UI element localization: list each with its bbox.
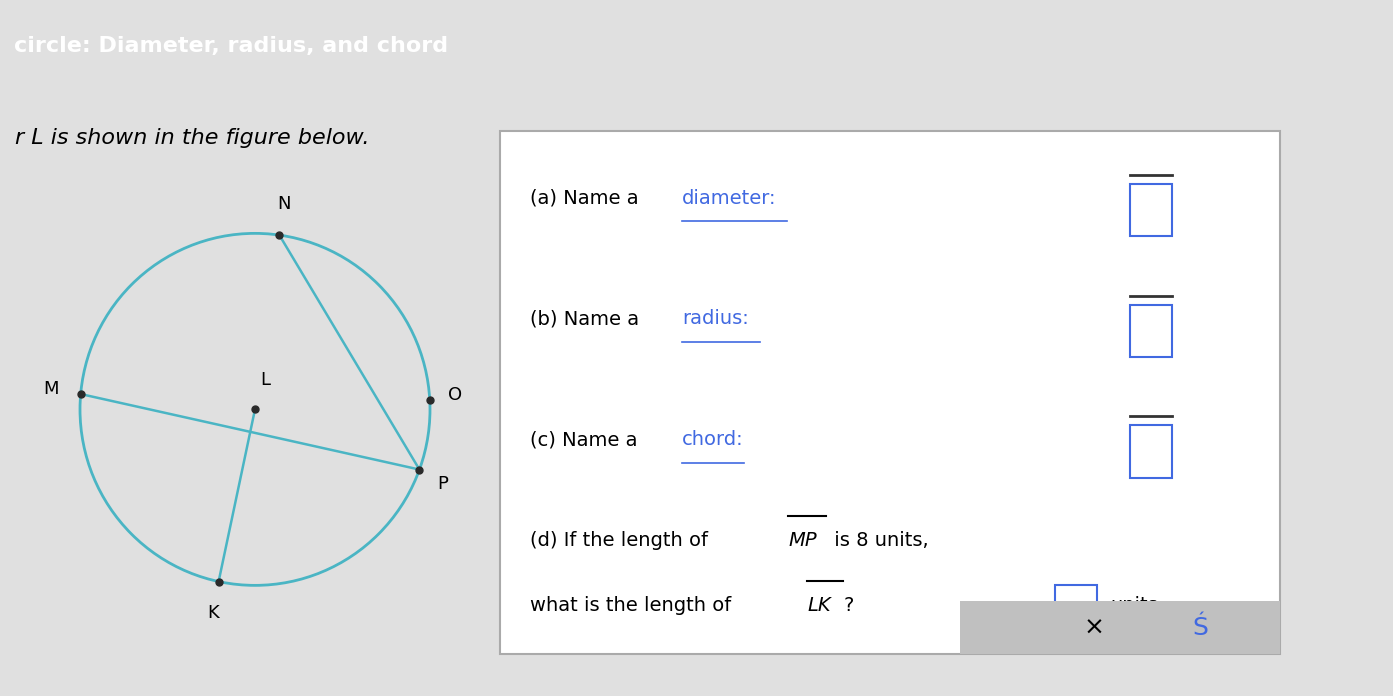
Text: (d) If the length of: (d) If the length of (529, 530, 715, 550)
Text: (c) Name a: (c) Name a (529, 430, 644, 449)
Text: (a) Name a: (a) Name a (529, 189, 645, 207)
Text: N: N (277, 195, 291, 213)
Text: ?: ? (844, 596, 854, 615)
Bar (1130, 425, 1172, 477)
Text: O: O (447, 386, 462, 404)
Text: diameter:: diameter: (683, 189, 776, 207)
Text: K: K (208, 603, 220, 622)
Text: is 8 units,: is 8 units, (827, 530, 929, 550)
Bar (500, 131, 1280, 654)
Text: units: units (1110, 596, 1158, 615)
Bar (1055, 585, 1098, 633)
Text: Ś: Ś (1192, 615, 1208, 640)
Text: r L is shown in the figure below.: r L is shown in the figure below. (15, 128, 369, 148)
Text: LK: LK (807, 596, 830, 615)
Text: chord:: chord: (683, 430, 744, 449)
Bar (1130, 305, 1172, 357)
Text: what is the length of: what is the length of (529, 596, 737, 615)
Text: radius:: radius: (683, 309, 749, 329)
Bar (960, 601, 1280, 654)
Text: MP: MP (788, 530, 816, 550)
Text: ×: × (1084, 615, 1105, 640)
Text: (b) Name a: (b) Name a (529, 309, 645, 329)
Text: P: P (437, 475, 449, 493)
Text: L: L (260, 371, 270, 389)
Text: M: M (43, 380, 59, 398)
Text: circle: Diameter, radius, and chord: circle: Diameter, radius, and chord (14, 36, 449, 56)
Bar (1130, 184, 1172, 237)
